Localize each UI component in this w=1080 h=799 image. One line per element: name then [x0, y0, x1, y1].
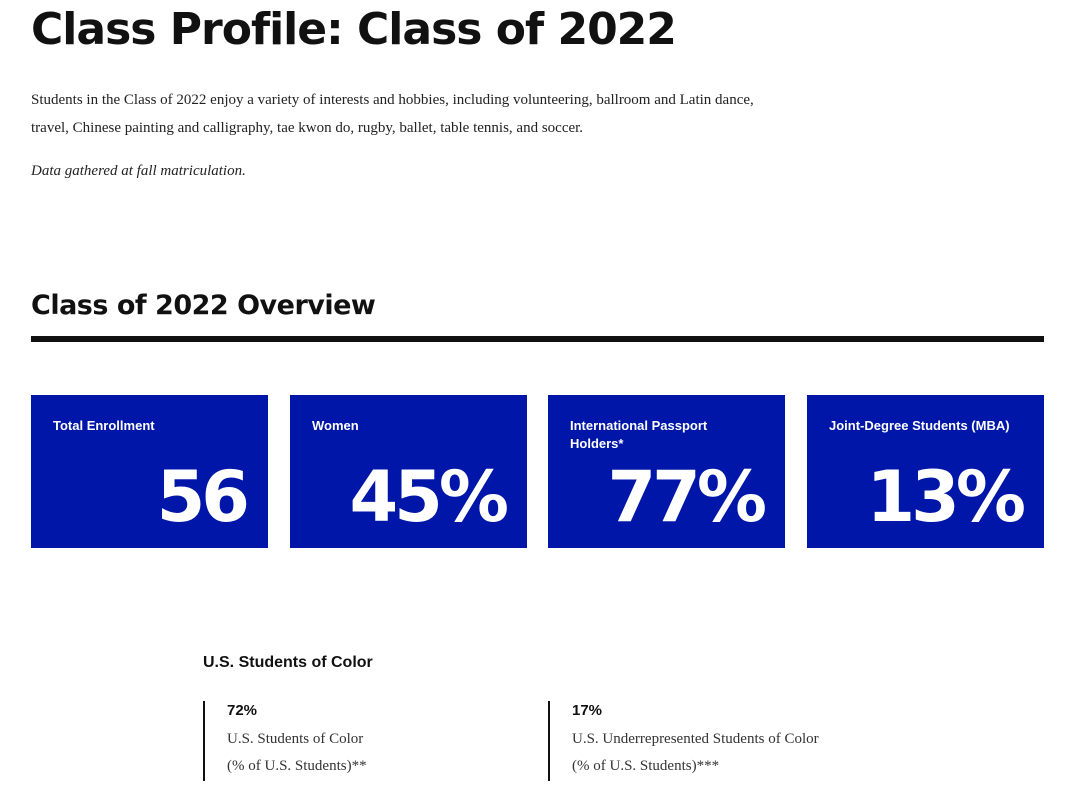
stat-value: 72% [227, 702, 258, 719]
stat-card-total-enrollment: Total Enrollment 56 [31, 395, 268, 548]
stat-card-women: Women 45% [290, 395, 527, 548]
stat-label: Joint-Degree Students (MBA) [829, 418, 1010, 433]
students-of-color-title: U.S. Students of Color [203, 654, 373, 671]
stat-description: U.S. Underrepresented Students of Color … [572, 726, 908, 780]
stat-label: Women [312, 418, 359, 433]
overview-section-title: Class of 2022 Overview [31, 290, 376, 321]
stat-value: 17% [572, 702, 603, 719]
section-divider [31, 336, 1044, 342]
stat-label: International Passport Holders* [570, 418, 708, 451]
intro-paragraph: Students in the Class of 2022 enjoy a va… [31, 92, 754, 136]
page-title: Class Profile: Class of 2022 [31, 4, 677, 55]
stat-description-line: U.S. Underrepresented Students of Color [572, 731, 819, 747]
stat-label: Total Enrollment [53, 418, 155, 433]
stat-value: 56 [156, 456, 250, 538]
stat-card-international-passport-holders: International Passport Holders* 77% [548, 395, 785, 548]
underrepresented-students-stat: 17% U.S. Underrepresented Students of Co… [548, 701, 908, 781]
stat-value: 45% [349, 456, 509, 538]
stat-value: 13% [866, 456, 1026, 538]
stat-description-line: U.S. Students of Color [227, 731, 364, 747]
stat-description-line: (% of U.S. Students)*** [572, 758, 720, 774]
stat-card-joint-degree-students: Joint-Degree Students (MBA) 13% [807, 395, 1044, 548]
data-note: Data gathered at fall matriculation. [31, 163, 246, 179]
stat-description: U.S. Students of Color (% of U.S. Studen… [227, 726, 523, 780]
stat-value: 77% [607, 456, 767, 538]
students-of-color-stat: 72% U.S. Students of Color (% of U.S. St… [203, 701, 523, 781]
stat-description-line: (% of U.S. Students)** [227, 758, 367, 774]
